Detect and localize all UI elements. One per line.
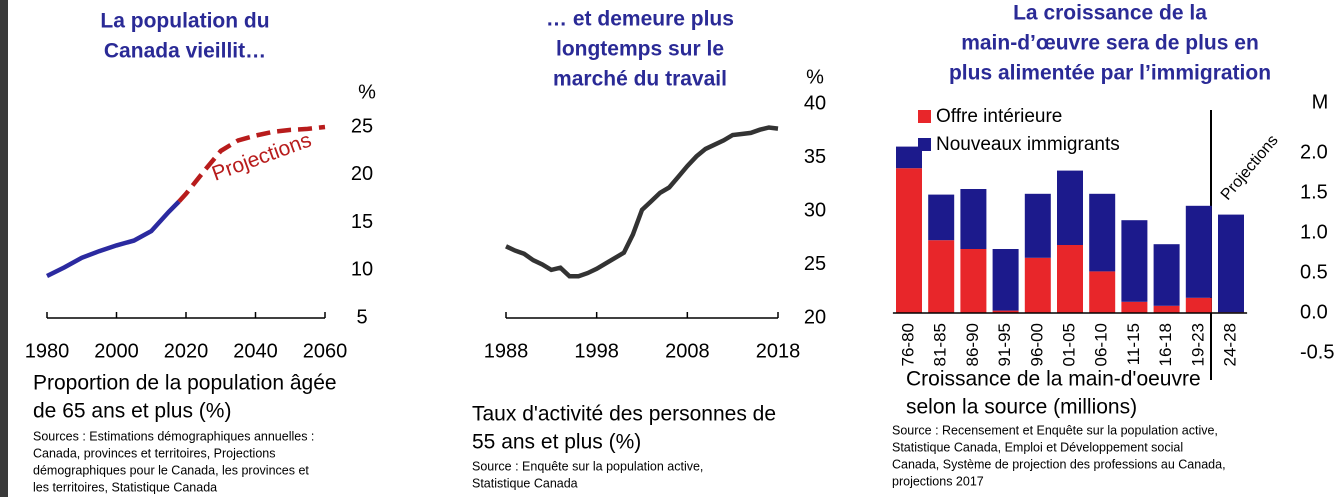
bar-segment <box>1024 257 1051 313</box>
unit-label: % <box>806 66 824 88</box>
bar-segment <box>1218 214 1244 313</box>
line-series <box>177 124 326 204</box>
source: démographiques pour le Canada, les provi… <box>33 463 309 477</box>
line-series <box>46 199 181 279</box>
x-tick-label: 2018 <box>756 340 801 362</box>
y-tick-label: 30 <box>804 199 826 221</box>
x-tick-label: 01-05 <box>1059 323 1078 366</box>
bar-segment <box>928 194 955 241</box>
y-tick-label: 1.5 <box>1300 181 1328 203</box>
bar-segment <box>1089 271 1116 313</box>
x-tick-label: 76-80 <box>898 323 917 366</box>
source: Statistique Canada <box>472 476 578 490</box>
y-tick-label: 1.0 <box>1300 221 1328 243</box>
x-tick-label: 81-85 <box>931 323 950 366</box>
source: les territoires, Statistique Canada <box>33 480 217 494</box>
source: Canada, provinces et territoires, Projec… <box>33 446 275 460</box>
bar-segment <box>960 249 987 313</box>
y-tick-label: 10 <box>351 259 373 281</box>
caption: Taux d'activité des personnes de <box>472 403 776 426</box>
bar-segment <box>896 168 922 313</box>
annotation: Projections <box>209 129 314 186</box>
bar-segment <box>992 249 1019 311</box>
chart-title: marché du travail <box>553 68 727 91</box>
caption: 55 ans et plus (%) <box>472 431 641 454</box>
bar-segment <box>896 146 922 169</box>
legend-label: Offre intérieure <box>936 106 1062 127</box>
x-tick-label: 24-28 <box>1220 323 1239 366</box>
x-tick-label: 1988 <box>484 340 529 362</box>
bar-segment <box>1024 193 1051 258</box>
chart-title: La croissance de la <box>1013 2 1207 25</box>
chart-title: plus alimentée par l’immigration <box>949 62 1271 85</box>
unit-label: % <box>358 81 376 103</box>
caption: Proportion de la population âgée <box>33 372 337 395</box>
x-tick-label: 86-90 <box>963 323 982 366</box>
chart-title: La population du <box>100 10 269 33</box>
y-tick-label: 20 <box>804 306 826 328</box>
x-tick-label: 91-95 <box>995 323 1014 366</box>
source: projections 2017 <box>892 474 984 488</box>
x-tick-label: 19-23 <box>1188 323 1207 366</box>
y-tick-label: -0.5 <box>1300 341 1334 363</box>
x-tick-label: 2020 <box>164 340 209 362</box>
annotation: Projections <box>1218 132 1282 204</box>
x-tick-label: 2008 <box>665 340 710 362</box>
source: Canada, Système de projection des profes… <box>892 457 1226 471</box>
y-tick-label: 0.5 <box>1300 261 1328 283</box>
source: Statistique Canada, Emploi et Développem… <box>892 440 1183 454</box>
chart-title: Canada vieillit… <box>104 40 266 63</box>
bar-segment <box>1185 297 1212 313</box>
caption: de 65 ans et plus (%) <box>33 400 231 423</box>
line-series <box>505 125 779 279</box>
source: Source : Enquête sur la population activ… <box>472 459 703 473</box>
side-strip <box>0 0 8 497</box>
bar-segment <box>928 240 955 313</box>
bar-segment <box>1185 205 1212 298</box>
x-tick-label: 1980 <box>25 340 70 362</box>
chart-title: longtemps sur le <box>556 38 724 61</box>
x-tick-label: 11-15 <box>1124 323 1143 365</box>
bar-segment <box>1121 301 1148 313</box>
bar-segment <box>1089 193 1116 272</box>
y-tick-label: 2.0 <box>1300 141 1328 163</box>
bar-segment <box>1153 244 1180 306</box>
x-tick-label: 2040 <box>233 340 278 362</box>
source: Sources : Estimations démographiques ann… <box>33 429 314 443</box>
bar-segment <box>992 310 1019 313</box>
y-tick-label: 5 <box>356 306 367 328</box>
y-tick-label: 0.0 <box>1300 301 1328 323</box>
y-tick-label: 25 <box>804 253 826 275</box>
x-tick-label: 96-00 <box>1027 323 1046 366</box>
unit-label: M <box>1312 91 1329 113</box>
caption: Croissance de la main-d'oeuvre <box>906 368 1201 391</box>
y-tick-label: 35 <box>804 146 826 168</box>
legend-label: Nouveaux immigrants <box>936 134 1120 155</box>
chart-title: … et demeure plus <box>546 8 734 31</box>
legend-swatch <box>918 138 931 151</box>
caption: selon la source (millions) <box>906 396 1137 419</box>
bar-segment <box>960 189 987 249</box>
x-tick-label: 1998 <box>574 340 619 362</box>
x-tick-label: 2000 <box>94 340 139 362</box>
y-tick-label: 40 <box>804 92 826 114</box>
bar-segment <box>1057 245 1083 313</box>
y-tick-label: 20 <box>351 163 373 185</box>
y-tick-label: 25 <box>351 115 373 137</box>
y-tick-label: 15 <box>351 211 373 233</box>
bar-segment <box>1121 220 1148 302</box>
chart-title: main-d’œuvre sera de plus en <box>961 32 1259 55</box>
legend-swatch <box>918 110 931 123</box>
source: Source : Recensement et Enquête sur la p… <box>892 423 1218 437</box>
x-tick-label: 2060 <box>303 340 348 362</box>
x-tick-label: 06-10 <box>1092 323 1111 366</box>
bar-segment <box>1153 305 1180 313</box>
x-tick-label: 16-18 <box>1156 323 1175 366</box>
bar-segment <box>1057 170 1083 245</box>
